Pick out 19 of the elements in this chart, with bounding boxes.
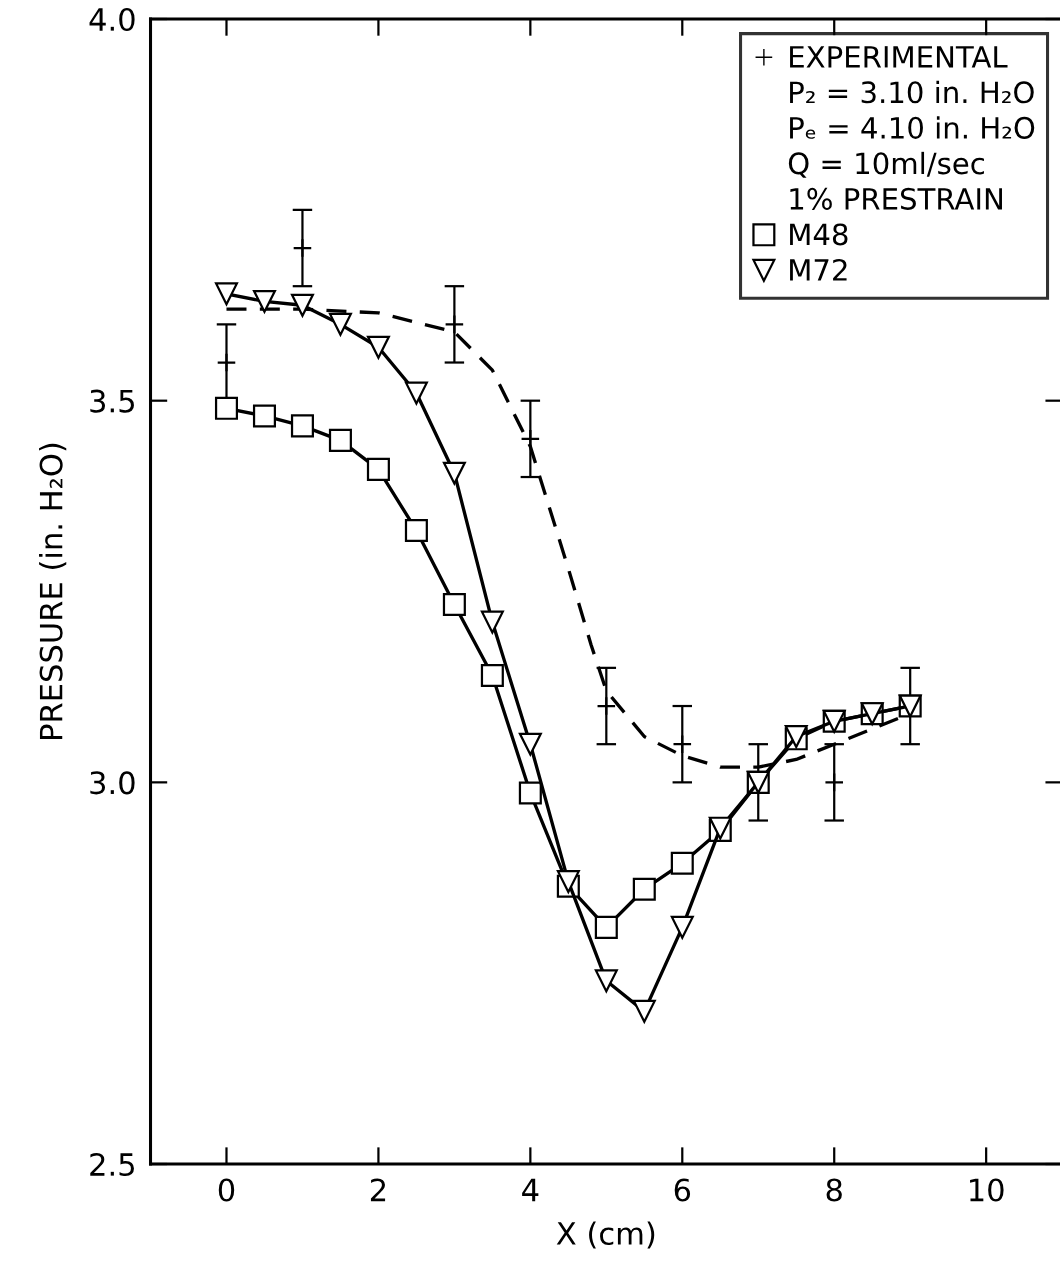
- y-tick-label: 4.0: [89, 7, 135, 32]
- x-tick-label: 10: [970, 1178, 1004, 1202]
- legend-label: M48: [790, 223, 848, 246]
- x-tick-label: 8: [826, 1178, 842, 1202]
- y-tick-label: 3.0: [90, 771, 135, 795]
- x-tick-label: 4: [522, 1178, 539, 1202]
- legend-label: EXPERIMENTAL: [790, 46, 1008, 68]
- annotation: 1% PRESTRAIN: [790, 187, 1002, 210]
- annotation: P₂ = 3.10 in. H₂O: [790, 80, 1034, 104]
- annotation: Q = 10ml/sec: [788, 151, 984, 178]
- legend-label: M72: [790, 258, 847, 281]
- y-tick-label: 2.5: [90, 1152, 134, 1177]
- x-axis-title: X (cm): [556, 1221, 655, 1249]
- y-axis-title: PRESSURE (in. H₂O): [39, 443, 67, 739]
- x-tick-label: 6: [674, 1178, 691, 1202]
- x-tick-label: 2: [370, 1178, 386, 1202]
- y-tick-label: 3.5: [90, 389, 134, 413]
- x-tick-label: 0: [218, 1178, 235, 1202]
- annotation: Pₑ = 4.10 in. H₂O: [790, 116, 1035, 139]
